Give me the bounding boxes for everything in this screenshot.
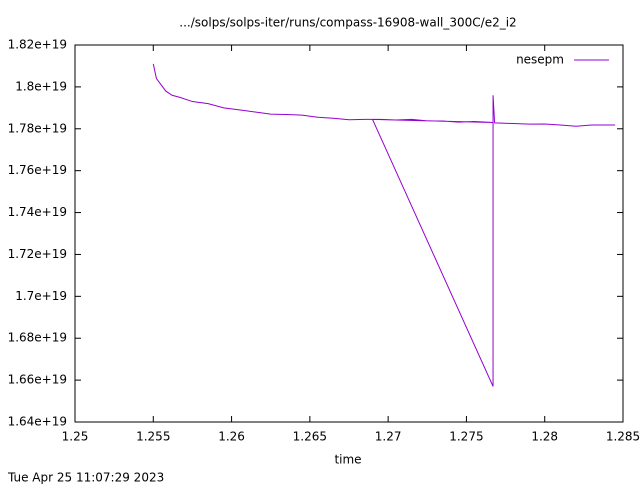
y-tick-label: 1.72e+19 — [8, 247, 67, 261]
x-tick-label: 1.27 — [375, 430, 402, 444]
y-tick-label: 1.76e+19 — [8, 163, 67, 177]
x-tick-label: 1.285 — [606, 430, 640, 444]
x-tick-label: 1.255 — [136, 430, 170, 444]
y-tick-label: 1.8e+19 — [15, 79, 67, 93]
y-tick-label: 1.7e+19 — [15, 289, 67, 303]
y-tick-label: 1.74e+19 — [8, 205, 67, 219]
data-line — [152, 63, 616, 387]
y-tick-label: 1.66e+19 — [8, 373, 67, 387]
y-tick-label: 1.64e+19 — [8, 415, 67, 429]
chart-title: .../solps/solps-iter/runs/compass-16908-… — [179, 16, 516, 30]
x-tick-label: 1.275 — [449, 430, 483, 444]
plot-frame — [74, 44, 624, 423]
x-tick-label: 1.28 — [531, 430, 558, 444]
timestamp: Tue Apr 25 11:07:29 2023 — [7, 471, 164, 485]
x-axis-label: time — [334, 453, 361, 467]
y-tick-label: 1.82e+19 — [8, 38, 67, 52]
y-tick-label: 1.68e+19 — [8, 331, 67, 345]
x-tick-label: 1.265 — [293, 430, 327, 444]
x-tick-label: 1.26 — [218, 430, 245, 444]
x-tick-label: 1.25 — [62, 430, 89, 444]
y-tick-label: 1.78e+19 — [8, 121, 67, 135]
legend-label: nesepm — [516, 53, 564, 67]
